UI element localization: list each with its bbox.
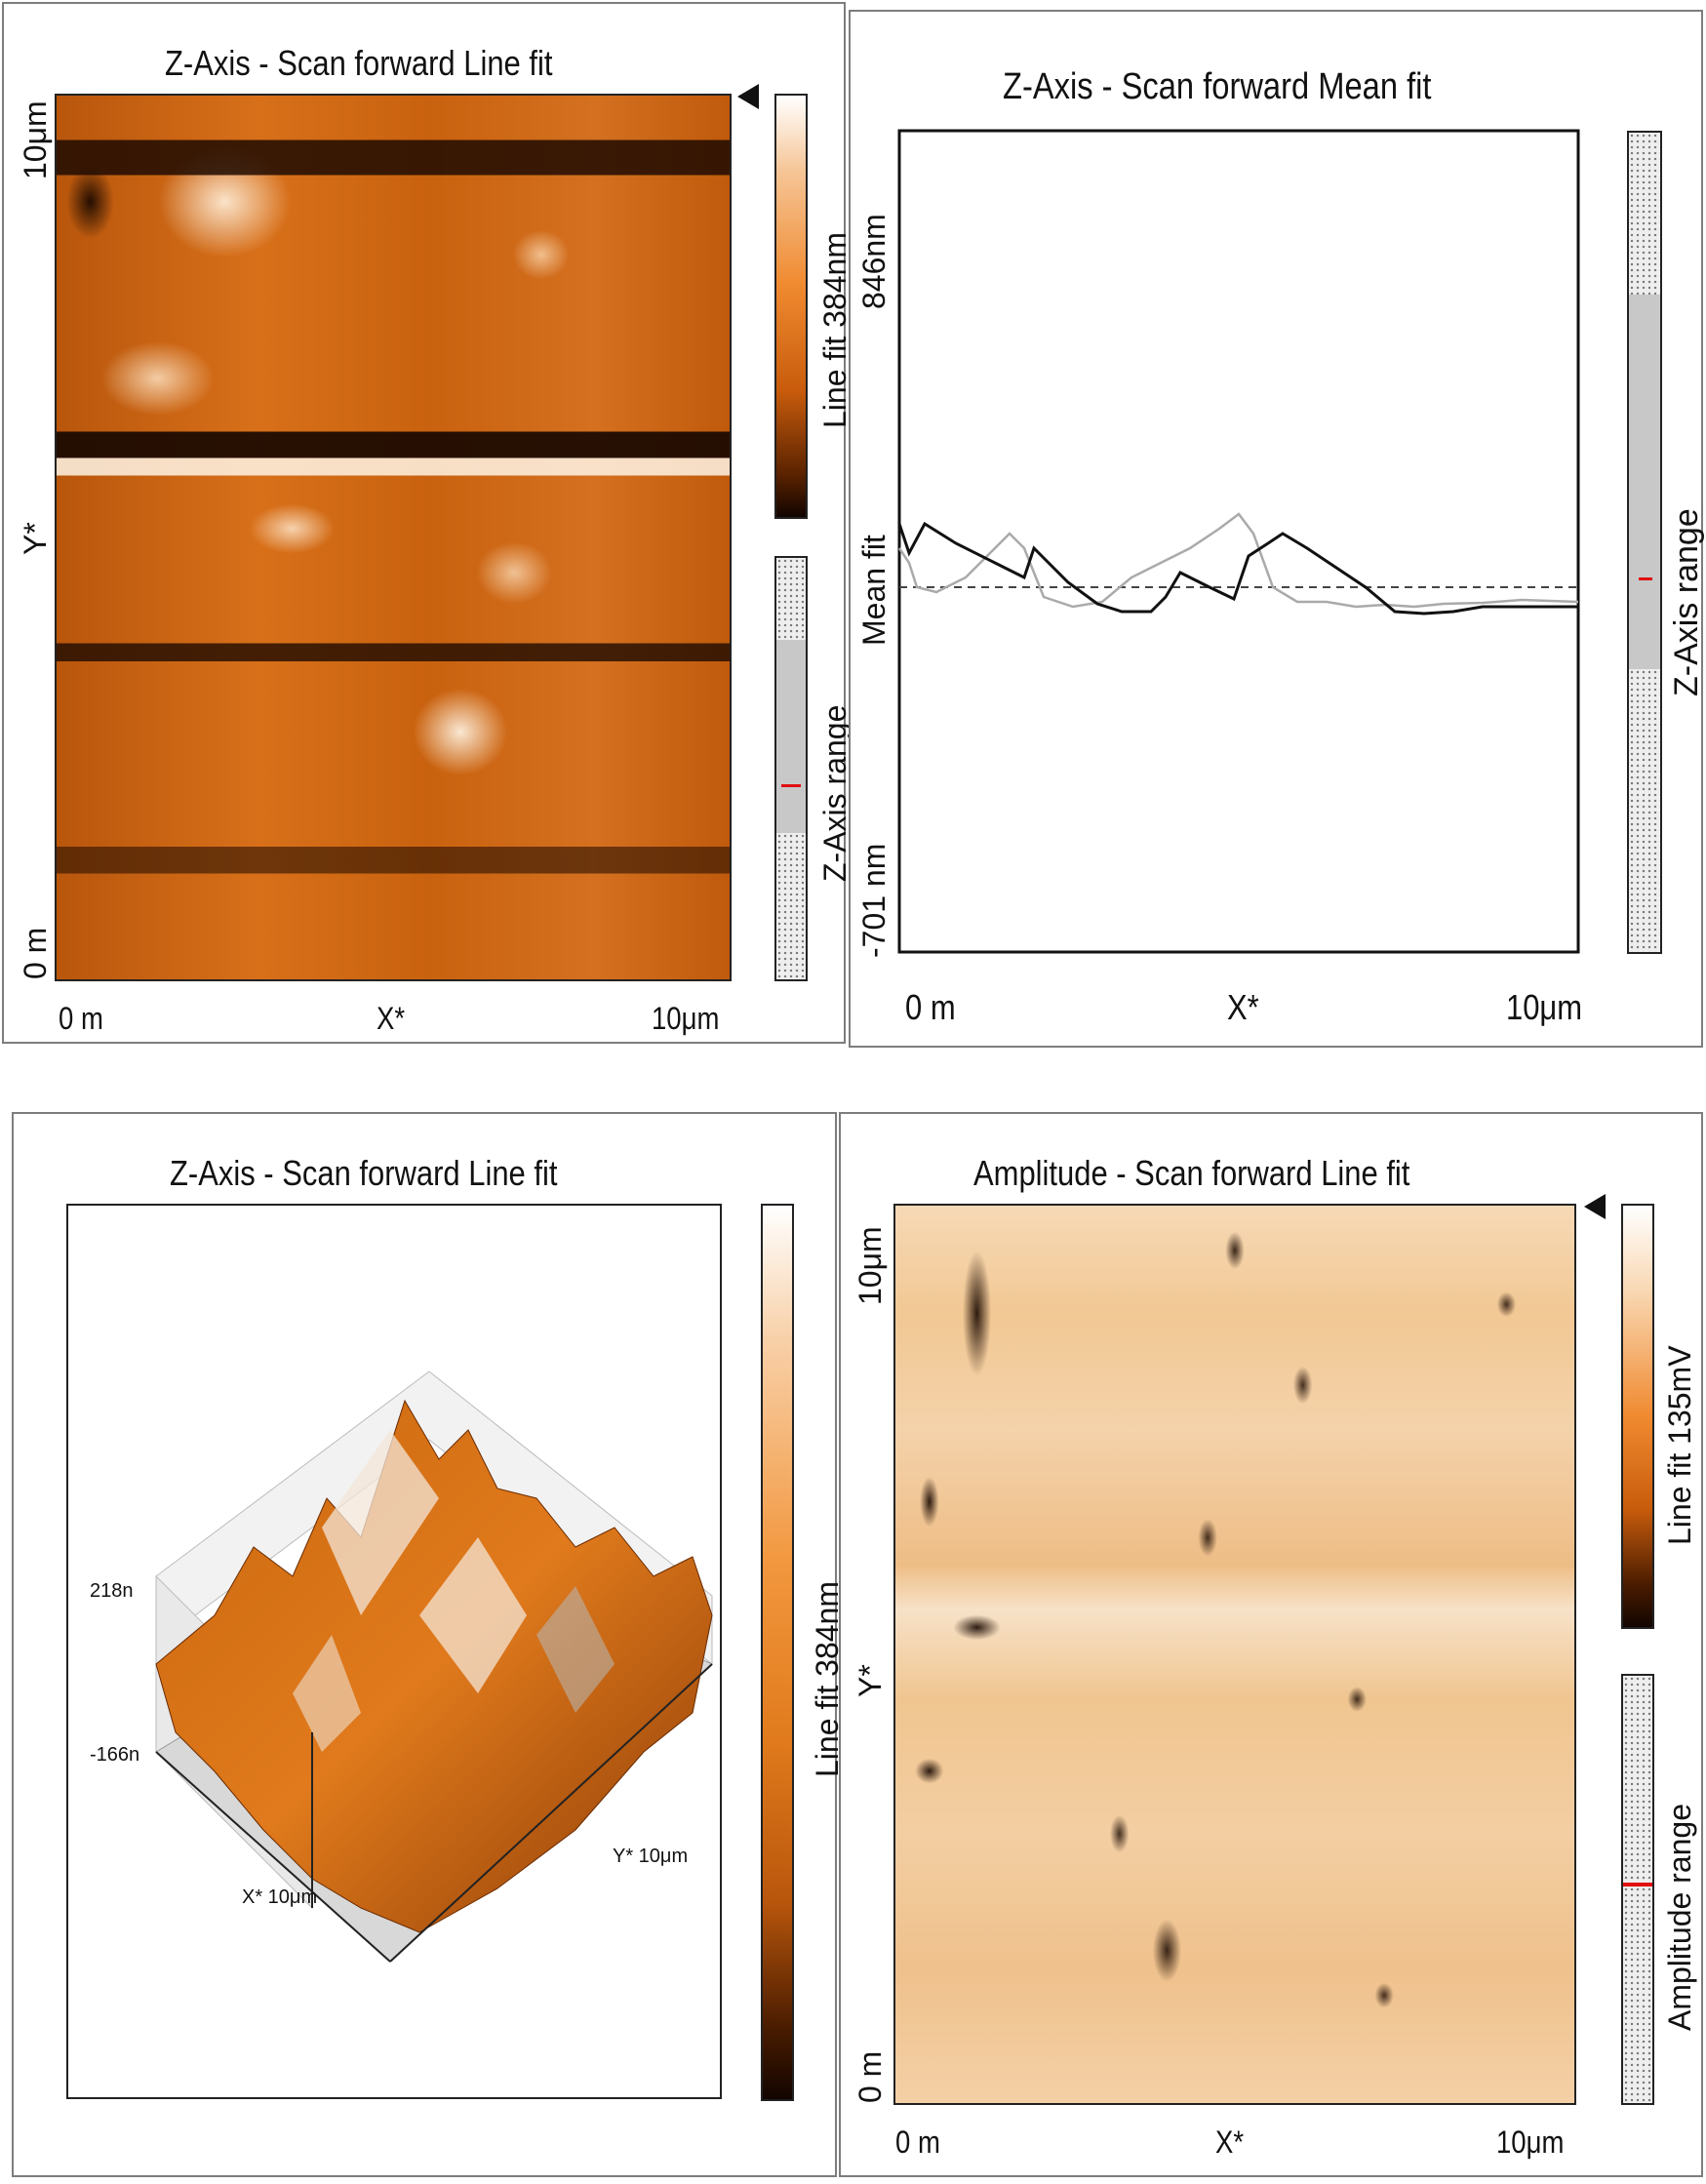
3d-view-frame[interactable]: 218n -166n X* 10μm Y* 10μm xyxy=(66,1204,722,2099)
range-bar-pattern xyxy=(1623,1676,1652,2103)
y-axis-top-label: 10μm xyxy=(853,1226,888,1305)
x-axis-left-label: 0 m xyxy=(895,2124,940,2160)
panel-profile-mean-fit: Z-Axis - Scan forward Mean fit 846nm Mea… xyxy=(849,10,1705,1048)
range-marker[interactable] xyxy=(781,784,801,787)
3d-surface-plot[interactable] xyxy=(68,1206,720,2097)
amplitude-image[interactable] xyxy=(893,1204,1576,2105)
z-axis-range-bar[interactable] xyxy=(774,556,808,981)
range-bar-label: Amplitude range xyxy=(1662,1803,1697,2031)
colorbar-label: Line fit 135mV xyxy=(1662,1345,1697,1545)
z-top-label: 218n xyxy=(90,1580,134,1602)
x-axis-mid-label: X* xyxy=(1227,987,1259,1027)
y-axis-mid-label: Y* xyxy=(853,1664,888,1697)
panel-topography-line-fit: Z-Axis - Scan forward Line fit 10μm Y* 0… xyxy=(2,2,853,1044)
panel-3d-topography: Z-Axis - Scan forward Line fit xyxy=(12,1112,845,2177)
y-axis-top-label: 10μm xyxy=(18,100,53,179)
panel-title: Amplitude - Scan forward Line fit xyxy=(973,1153,1410,1193)
topography-image[interactable] xyxy=(55,94,732,981)
panel-title: Z-Axis - Scan forward Line fit xyxy=(170,1153,558,1193)
x-axis-left-label: 0 m xyxy=(59,1001,103,1036)
y-axis-top-label: 846nm xyxy=(856,214,892,309)
x-axis-label: X* 10μm xyxy=(242,1886,318,1908)
range-marker[interactable] xyxy=(1639,577,1652,580)
range-bar-bottom-pattern xyxy=(1629,669,1660,952)
y-axis-mid-label: Y* xyxy=(18,522,53,555)
panel-amplitude-line-fit: Amplitude - Scan forward Line fit 10μm Y… xyxy=(839,1112,1703,2177)
y-axis-bottom-label: 0 m xyxy=(853,2050,888,2103)
z-axis-range-bar[interactable] xyxy=(1627,131,1662,954)
y-axis-bottom-label: -701 nm xyxy=(856,843,892,958)
amplitude-range-bar[interactable] xyxy=(1621,1674,1654,2105)
height-colorbar xyxy=(774,94,808,519)
amplitude-colorbar xyxy=(1621,1204,1654,1629)
height-colorbar xyxy=(761,1204,794,2101)
x-axis-right-label: 10μm xyxy=(1506,987,1583,1027)
range-bar-label: Z-Axis range xyxy=(1668,508,1705,696)
x-axis-left-label: 0 m xyxy=(905,987,956,1027)
z-bottom-label: -166n xyxy=(90,1744,140,1766)
colorbar-pointer-icon xyxy=(1584,1194,1606,1219)
x-axis-mid-label: X* xyxy=(1215,2124,1245,2160)
range-bar-top-pattern xyxy=(776,558,806,640)
y-axis-mid-label: Mean fit xyxy=(856,535,892,646)
range-bar-top-pattern xyxy=(1629,133,1660,295)
panel-title: Z-Axis - Scan forward Line fit xyxy=(165,43,553,83)
x-axis-right-label: 10μm xyxy=(652,1001,720,1036)
x-axis-mid-label: X* xyxy=(377,1001,406,1036)
range-marker[interactable] xyxy=(1623,1883,1652,1886)
range-bar-bottom-pattern xyxy=(776,833,806,979)
x-axis-right-label: 10μm xyxy=(1496,2124,1565,2160)
y-axis-bottom-label: 0 m xyxy=(18,927,53,979)
panel-title: Z-Axis - Scan forward Mean fit xyxy=(1003,66,1432,107)
line-profile-plot[interactable] xyxy=(897,129,1580,958)
colorbar-pointer-icon xyxy=(737,84,759,109)
y-axis-label: Y* 10μm xyxy=(613,1846,689,1867)
